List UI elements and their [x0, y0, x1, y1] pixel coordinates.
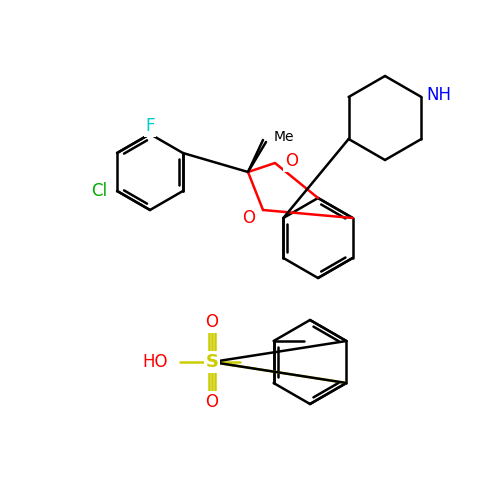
Text: S: S — [207, 353, 217, 371]
Text: O: O — [242, 209, 255, 227]
Text: NH: NH — [426, 86, 451, 104]
Text: Me: Me — [274, 130, 295, 144]
Text: F: F — [145, 117, 155, 135]
Text: Cl: Cl — [91, 182, 107, 200]
Text: O: O — [205, 393, 218, 411]
Text: O: O — [285, 152, 298, 170]
Text: HO: HO — [142, 353, 168, 371]
Text: S: S — [205, 353, 218, 371]
Text: O: O — [205, 313, 218, 331]
